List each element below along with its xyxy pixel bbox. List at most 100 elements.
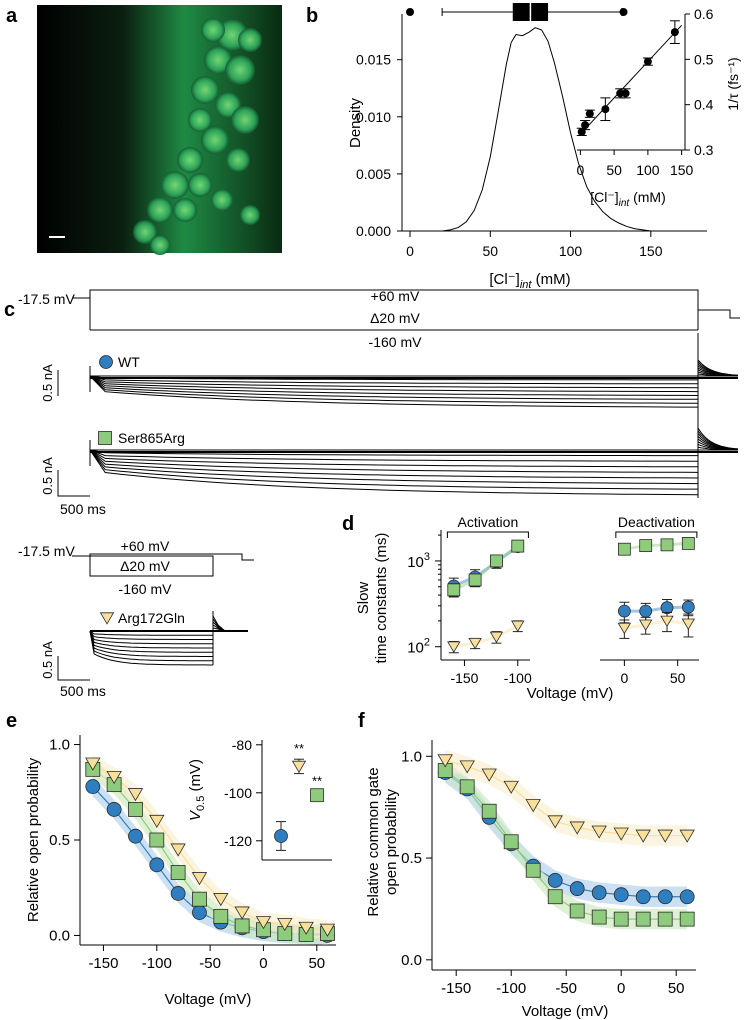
c2-hold-label: -17.5 mV — [18, 543, 75, 559]
c-arg-trace — [89, 630, 213, 657]
d-point-arg — [447, 641, 461, 653]
panel-c-traces: -17.5 mV +60 mV Δ20 mV -160 mV WT 0.5 nA Ser86… — [18, 288, 740, 699]
e-y-tick-label: 1.0 — [49, 737, 70, 754]
e-inset-point-ser — [310, 788, 324, 803]
c-ser-legend-marker — [98, 431, 112, 445]
d-point-wt — [681, 600, 695, 614]
c-current-trace — [89, 449, 699, 468]
f-point-arg — [547, 815, 563, 829]
micrograph-panel — [37, 5, 282, 255]
micrograph-cell — [231, 106, 259, 134]
d-activation-bracket — [446, 531, 529, 538]
e-point-arg — [191, 872, 208, 886]
d-point-arg — [468, 637, 482, 650]
b-y-tick-label: 0.005 — [356, 166, 391, 182]
c-bottom-label: -160 mV — [369, 334, 423, 350]
c-current-trace — [89, 375, 698, 385]
c-current-trace — [89, 449, 698, 490]
f-point-arg — [481, 768, 497, 782]
e-point-wt — [170, 886, 186, 901]
e-point-ser — [192, 891, 207, 907]
f-y-tick-label: 0.5 — [401, 850, 422, 867]
e-point-arg — [319, 923, 336, 937]
micrograph-cell — [188, 173, 212, 197]
d-deactivation-label: Deactivation — [618, 514, 695, 530]
b-inset-y-tick-label: 0.3 — [694, 142, 714, 158]
e-inset-significance: ** — [312, 774, 322, 789]
c-current-trace — [89, 375, 699, 389]
f-point-wt — [635, 889, 651, 905]
c-arg-trace — [89, 630, 213, 653]
c-arg-trace — [89, 630, 213, 649]
c-wt-scale-label: 0.5 nA — [40, 364, 55, 402]
f-x-tick-label: -50 — [555, 980, 577, 997]
micrograph-cell — [201, 126, 229, 154]
d-x-axis-label: Voltage (mV) — [527, 685, 614, 702]
d-band-wt — [624, 605, 689, 613]
e-x-tick-label: 0 — [259, 955, 267, 972]
f-point-ser — [679, 911, 695, 927]
panel-label-d: d — [342, 513, 354, 535]
b-inset-point — [577, 127, 586, 136]
c-current-trace — [89, 375, 699, 396]
c-arg-scale-label: 0.5 nA — [40, 641, 55, 679]
b-x-tick-label: 0 — [406, 243, 414, 259]
b-y-tick-label: 0.000 — [356, 223, 391, 239]
c-arg-time-label: 500 ms — [60, 683, 106, 699]
b-inset-x-tick-label: 150 — [670, 162, 694, 178]
f-point-arg — [679, 829, 695, 843]
b-inset-y-tick-label: 0.5 — [694, 51, 714, 67]
f-point-ser — [481, 803, 497, 819]
b-inset-x-axis-label: [Cl⁻]int (mM) — [590, 189, 666, 209]
c-protocol-top — [72, 289, 740, 319]
micrograph-cells — [133, 18, 262, 255]
b-x-axis-label: [Cl⁻]int (mM) — [489, 271, 570, 291]
e-point-ser — [128, 802, 143, 817]
d-band-wt — [453, 545, 519, 588]
e-y-tick-label: 0.0 — [49, 927, 70, 944]
c-current-trace — [89, 449, 699, 479]
b-x-tick-label: 100 — [559, 243, 583, 259]
d-point-ser — [468, 573, 482, 587]
panel-label-c: c — [4, 299, 15, 321]
f-point-arg — [459, 760, 475, 774]
c-current-trace — [89, 375, 699, 393]
b-y-tick-label: 0.010 — [356, 109, 391, 125]
d-point-wt — [617, 604, 631, 618]
e-point-arg — [277, 918, 293, 932]
b-inset-y-tick-label: 0.4 — [694, 97, 714, 113]
c-wt-tail — [697, 359, 739, 376]
e-point-wt — [85, 779, 101, 794]
micrograph-cell — [238, 28, 262, 52]
e-point-arg — [255, 916, 272, 930]
f-point-wt — [547, 873, 563, 888]
f-x-axis-label: Voltage (mV) — [522, 1003, 609, 1020]
f-y-tick-label: 1.0 — [401, 748, 422, 765]
f-point-ser — [569, 903, 585, 919]
c-arg-legend-marker — [99, 612, 115, 625]
e-inset-significance: ** — [294, 741, 304, 756]
f-point-ser — [635, 911, 651, 927]
c2-step-label: Δ20 mV — [120, 558, 170, 574]
d-x-tick-label: 0 — [620, 670, 628, 686]
b-box-outlier — [406, 8, 415, 16]
e-x-tick-label: -150 — [88, 955, 118, 972]
c-ser-legend-label: Ser865Arg — [118, 430, 185, 446]
f-point-wt — [613, 887, 629, 903]
d-point-ser — [490, 554, 503, 568]
panel-label-e: e — [6, 710, 17, 732]
micrograph-cell — [201, 18, 225, 42]
f-x-tick-label: 50 — [668, 980, 685, 997]
e-point-wt — [106, 802, 122, 817]
e-y-tick-label: 0.5 — [49, 832, 70, 849]
e-point-arg — [298, 921, 314, 935]
b-inset-point — [643, 57, 652, 66]
panel-d-time-constants: 102 103 -150 -100 0 50 Voltage (mV) Slow time co… — [355, 514, 699, 702]
panel-label-f: f — [358, 710, 365, 732]
d-point-wt — [639, 604, 653, 618]
d-point-arg — [617, 622, 632, 635]
d-y-axis-label-line2: time constants (ms) — [373, 533, 390, 664]
f-point-ser — [503, 834, 519, 850]
c-arg-legend-label: Arg172Gln — [118, 610, 185, 626]
